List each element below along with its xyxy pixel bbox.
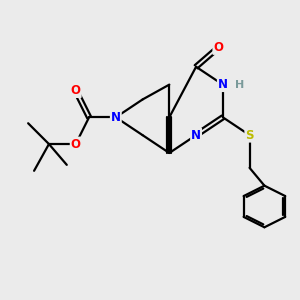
Text: N: N xyxy=(218,78,228,91)
Text: N: N xyxy=(191,129,201,142)
Text: O: O xyxy=(71,138,81,151)
Text: H: H xyxy=(235,80,244,90)
Text: O: O xyxy=(71,84,81,97)
Text: S: S xyxy=(245,129,254,142)
Text: O: O xyxy=(213,41,224,54)
Text: N: N xyxy=(111,111,121,124)
